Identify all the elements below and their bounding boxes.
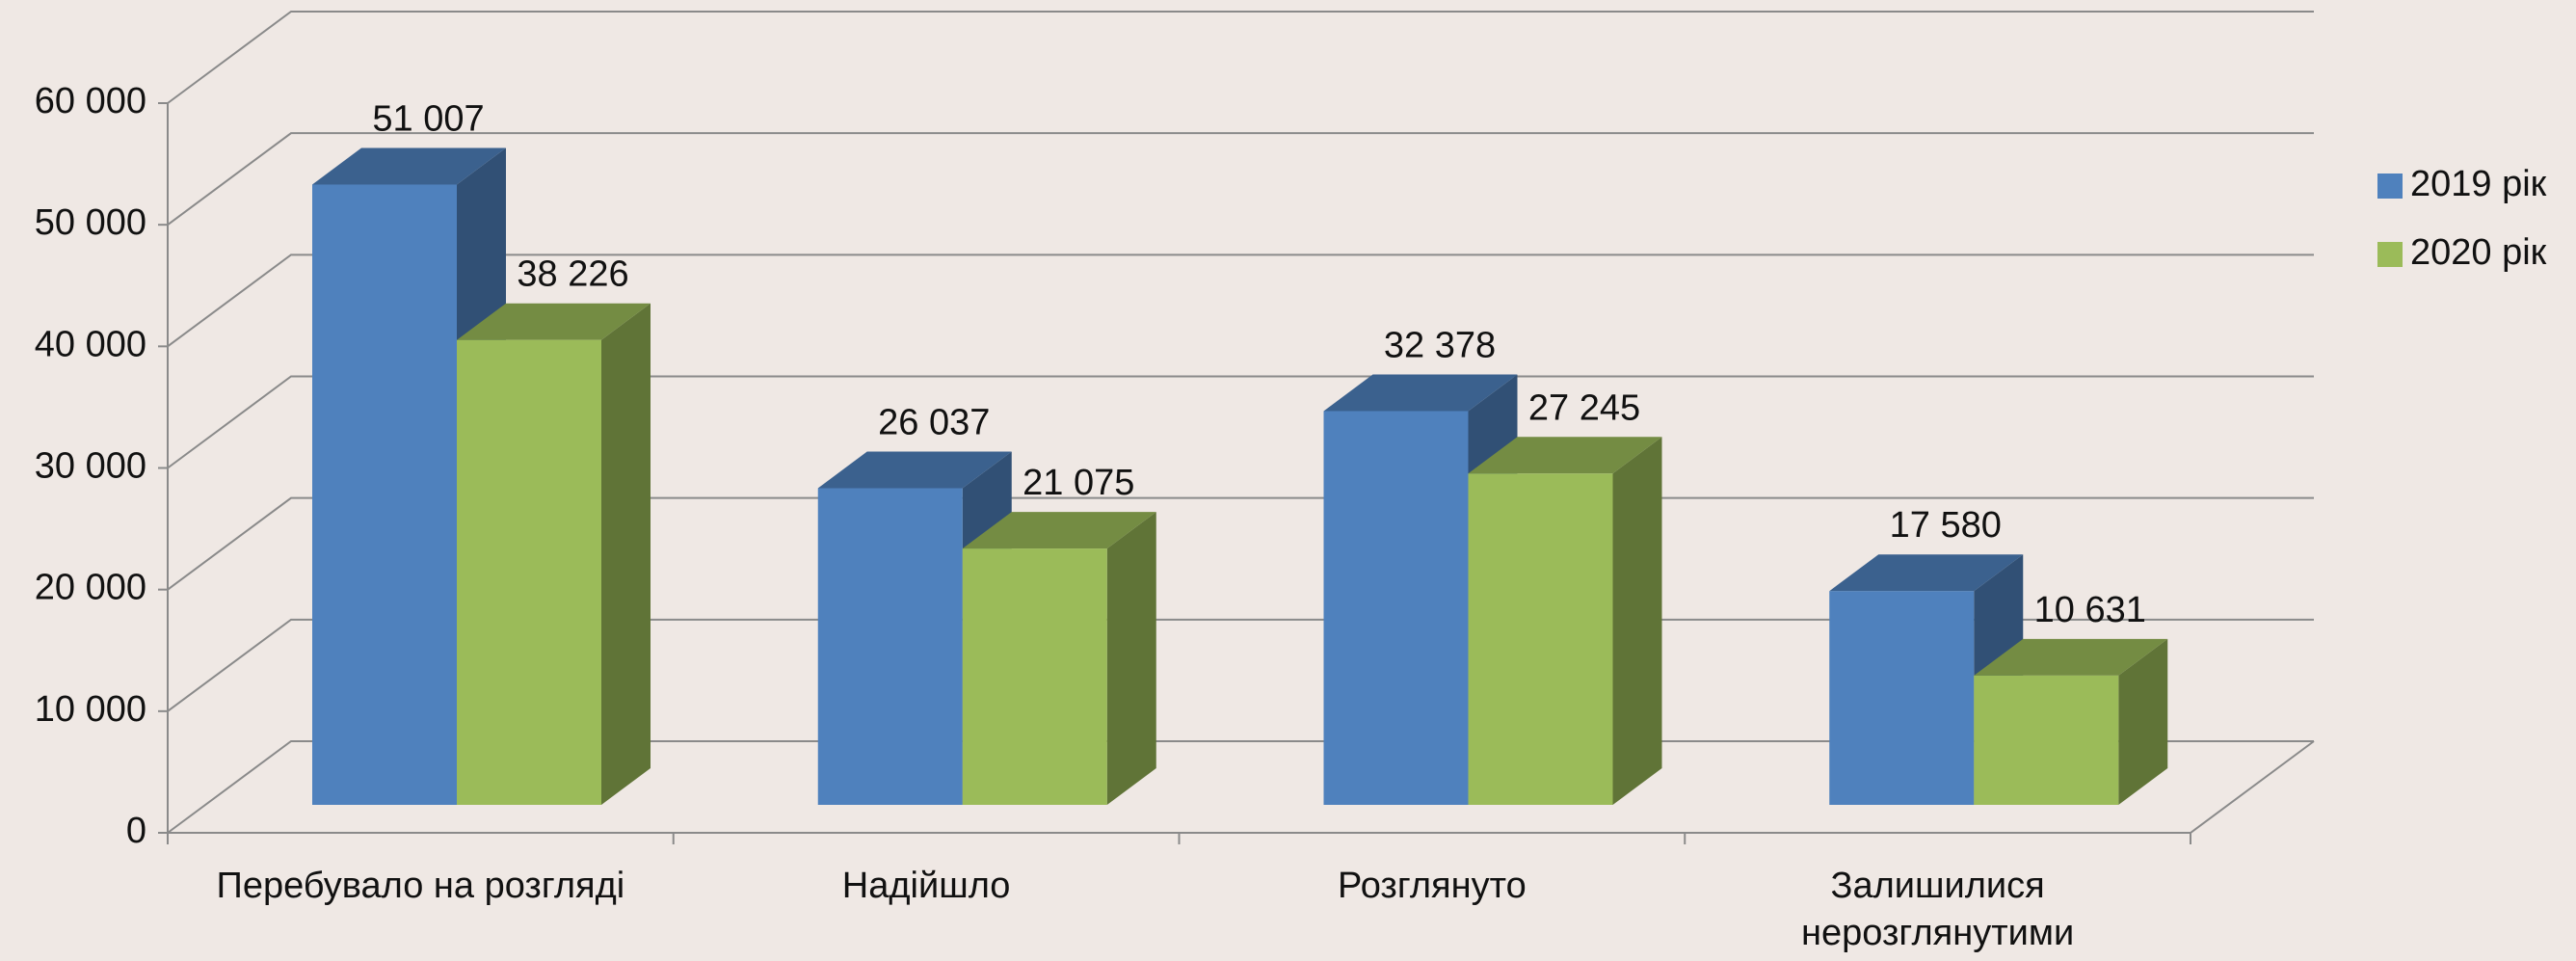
x-tick-label-line: Залишилися <box>1831 866 2045 906</box>
value-label: 32 378 <box>1384 326 1496 366</box>
value-label: 51 007 <box>372 98 484 139</box>
bar <box>1468 473 1613 805</box>
y-tick-label: 50 000 <box>35 202 146 243</box>
x-tick-label: Розглянуто <box>1338 866 1527 906</box>
value-label: 38 226 <box>517 254 628 295</box>
bar-side <box>1612 437 1662 805</box>
value-label: 26 037 <box>878 403 990 443</box>
bar-top <box>817 451 1012 489</box>
bar <box>457 339 601 805</box>
bar-top <box>312 147 506 185</box>
bar-side <box>601 303 651 805</box>
x-tick-label-line: нерозглянутими <box>1801 913 2074 953</box>
bar-top <box>457 303 651 340</box>
y-tick-label: 60 000 <box>35 81 146 121</box>
value-label: 10 631 <box>2034 590 2146 630</box>
bar <box>1829 591 1975 805</box>
bar <box>312 184 457 806</box>
grid-line <box>167 11 2314 104</box>
x-tick-label: Залишилися нерозглянутими <box>1801 866 2074 953</box>
bar-top <box>1468 437 1662 474</box>
y-tick-label: 30 000 <box>35 446 146 487</box>
grid-line <box>167 132 2314 226</box>
value-label: 27 245 <box>1528 387 1640 428</box>
bar <box>1323 411 1469 805</box>
x-tick-label: Перебувало на розгляді <box>217 866 625 906</box>
legend-swatch <box>2377 242 2403 267</box>
x-tick-label: Надійшло <box>842 866 1011 906</box>
bar-top <box>962 512 1156 549</box>
value-label: 17 580 <box>1890 505 2002 546</box>
y-tick-label: 20 000 <box>35 568 146 608</box>
y-tick-label: 40 000 <box>35 324 146 364</box>
y-tick-label: 0 <box>126 811 146 851</box>
bar-top <box>1323 374 1518 412</box>
legend-label: 2020 рік <box>2410 232 2547 273</box>
y-tick-label: 10 000 <box>35 689 146 730</box>
legend-swatch <box>2377 174 2403 199</box>
bar <box>1974 675 2119 805</box>
legend-label: 2019 рік <box>2410 164 2547 204</box>
bar <box>817 488 963 805</box>
bar-side <box>2118 638 2168 805</box>
bar-top <box>1829 554 2024 592</box>
bar <box>962 548 1107 805</box>
bar-top <box>1974 638 2168 676</box>
value-label: 21 075 <box>1022 463 1134 503</box>
grid-line <box>167 254 2314 348</box>
grid-line <box>167 375 2314 469</box>
bar-side <box>1106 512 1156 805</box>
